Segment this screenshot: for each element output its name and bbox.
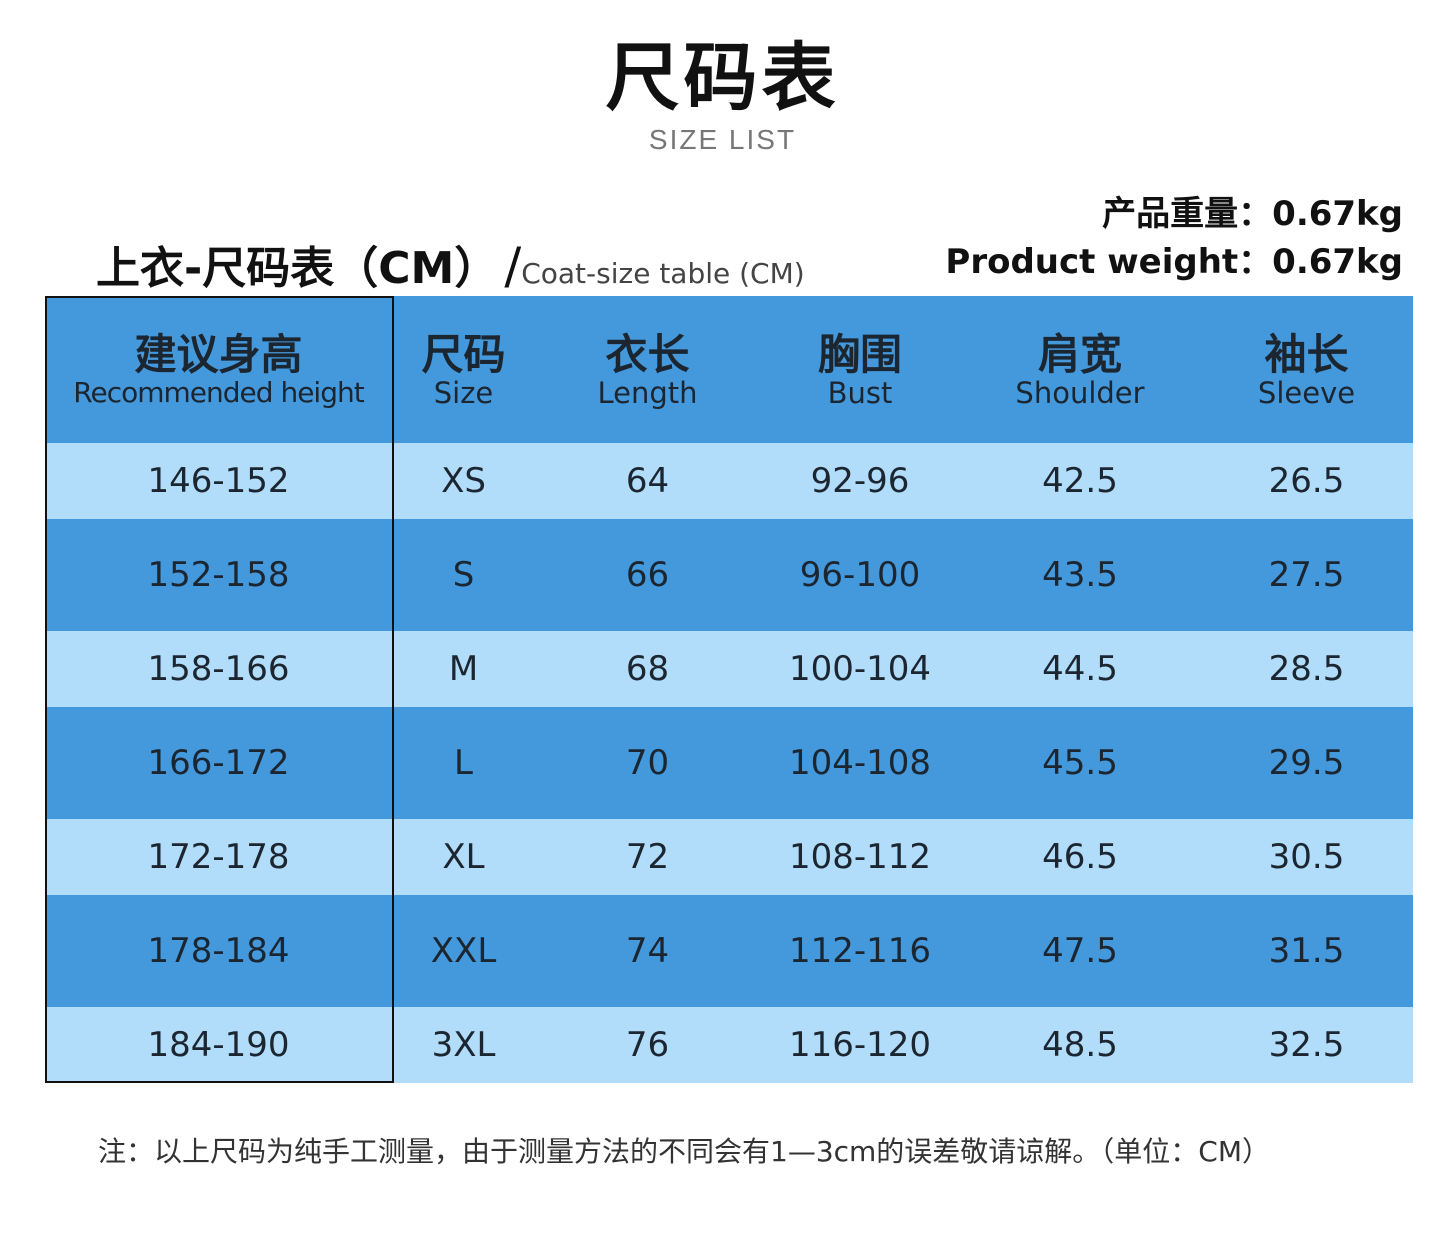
column-header: 衣长 Length [535,329,760,410]
page-title: 尺码表 [605,35,840,121]
table-cell: 3XL [431,1025,496,1065]
table-cell: 30.5 [1268,837,1345,877]
table-cell: 92-96 [810,461,910,501]
table-cell: 70 [625,743,670,783]
table-cell: 158-166 [147,649,290,689]
column-header: 袖长 Sleeve [1200,329,1413,410]
table-cell: 166-172 [147,743,290,783]
column-header-en: Size [433,375,494,410]
table-cell: 104-108 [788,743,932,783]
table-cell: XXL [430,931,497,971]
table-cell: 178-184 [147,931,290,971]
table-cell: XL [442,837,485,877]
table-cell: 100-104 [788,649,932,689]
measurement-note: 注：以上尺码为纯手工测量，由于测量方法的不同会有1—3cm的误差敬请谅解。（单位… [98,1135,1271,1168]
table-cell: S [452,555,475,595]
table-row: 184-190 3XL 76 116-120 48.5 32.5 [45,1007,1413,1083]
table-cell: 47.5 [1042,931,1118,971]
column-header: 胸围 Bust [760,329,960,410]
column-header-zh: 衣长 [605,329,690,379]
column-header-en: Sleeve [1257,375,1356,410]
table-cell: 112-116 [788,931,932,971]
table-cell: L [454,743,473,783]
table-cell: 44.5 [1042,649,1118,689]
table-cell: 74 [625,931,670,971]
column-header-zh: 建议身高 [134,329,303,379]
table-cell: 108-112 [788,837,932,877]
product-weight-en: Product weight：0.67kg [945,242,1403,282]
table-row: 158-166 M 68 100-104 44.5 28.5 [45,631,1413,707]
table-row: 172-178 XL 72 108-112 46.5 30.5 [45,819,1413,895]
table-cell: 66 [625,555,670,595]
table-cell: 64 [625,461,670,501]
table-cell: 72 [625,837,670,877]
column-header-zh: 袖长 [1264,329,1349,379]
column-header-en: Shoulder [1015,375,1145,410]
table-cell: 46.5 [1042,837,1118,877]
table-row: 178-184 XXL 74 112-116 47.5 31.5 [45,895,1413,1007]
table-cell: 76 [625,1025,670,1065]
table-row: 166-172 L 70 104-108 45.5 29.5 [45,707,1413,819]
table-cell: 116-120 [788,1025,932,1065]
table-cell: 43.5 [1042,555,1118,595]
table-cell: 68 [625,649,670,689]
table-row: 146-152 XS 64 92-96 42.5 26.5 [45,443,1413,519]
product-weight-zh: 产品重量：0.67kg [1102,194,1403,234]
product-weight: 产品重量：0.67kg Product weight：0.67kg [945,190,1403,286]
table-cell: 32.5 [1268,1025,1345,1065]
size-table: 建议身高 Recommended height 尺码 Size 衣长 Length 胸围 Bu… [45,296,1413,1083]
table-cell: 48.5 [1042,1025,1118,1065]
table-cell: XS [441,461,486,501]
table-cell: 29.5 [1268,743,1345,783]
table-cell: 26.5 [1268,461,1345,501]
table-title-slash: / [504,237,522,295]
column-header: 尺码 Size [392,329,535,410]
table-cell: M [448,649,479,689]
table-title: 上衣-尺码表（CM）/Coat-size table (CM) [96,232,805,296]
table-cell: 28.5 [1268,649,1345,689]
column-header-en: Recommended height [73,375,364,409]
column-header-zh: 胸围 [817,329,902,379]
table-cell: 172-178 [147,837,290,877]
table-cell: 184-190 [147,1025,290,1065]
column-header-zh: 尺码 [421,329,506,379]
table-title-zh: 上衣-尺码表（CM） [96,243,499,294]
table-header: 建议身高 Recommended height 尺码 Size 衣长 Length 胸围 Bu… [45,296,1413,443]
table-cell: 152-158 [147,555,290,595]
column-header-en: Length [597,375,698,410]
table-cell: 45.5 [1042,743,1118,783]
table-cell: 31.5 [1268,931,1345,971]
column-header-en: Bust [827,375,893,410]
page-subtitle: SIZE LIST [648,124,797,155]
table-row: 152-158 S 66 96-100 43.5 27.5 [45,519,1413,631]
height-column-border [45,296,394,1083]
table-cell: 96-100 [799,555,921,595]
column-header: 建议身高 Recommended height [45,329,392,409]
table-cell: 146-152 [147,461,290,501]
column-header: 肩宽 Shoulder [960,329,1200,410]
table-title-en: Coat-size table (CM) [521,257,805,290]
table-cell: 42.5 [1042,461,1118,501]
column-header-zh: 肩宽 [1037,329,1122,379]
table-cell: 27.5 [1268,555,1345,595]
